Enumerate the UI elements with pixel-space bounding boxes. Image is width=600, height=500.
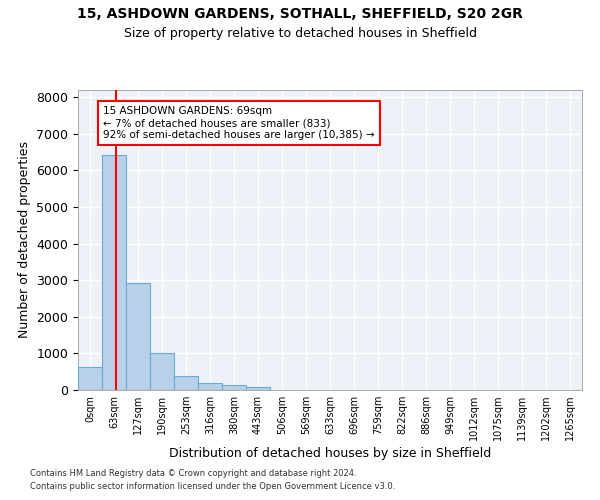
Text: Contains public sector information licensed under the Open Government Licence v3: Contains public sector information licen… [30,482,395,491]
Bar [174,376,198,390]
Text: Distribution of detached houses by size in Sheffield: Distribution of detached houses by size … [169,448,491,460]
Bar [246,387,270,390]
Bar [102,155,126,390]
Bar [78,368,102,390]
Text: 15 ASHDOWN GARDENS: 69sqm
← 7% of detached houses are smaller (833)
92% of semi-: 15 ASHDOWN GARDENS: 69sqm ← 7% of detach… [103,106,375,140]
Text: 15, ASHDOWN GARDENS, SOTHALL, SHEFFIELD, S20 2GR: 15, ASHDOWN GARDENS, SOTHALL, SHEFFIELD,… [77,8,523,22]
Bar [198,383,222,390]
Bar [150,354,174,390]
Y-axis label: Number of detached properties: Number of detached properties [18,142,31,338]
Bar [222,385,246,390]
Text: Size of property relative to detached houses in Sheffield: Size of property relative to detached ho… [124,28,476,40]
Bar [126,283,150,390]
Text: Contains HM Land Registry data © Crown copyright and database right 2024.: Contains HM Land Registry data © Crown c… [30,468,356,477]
